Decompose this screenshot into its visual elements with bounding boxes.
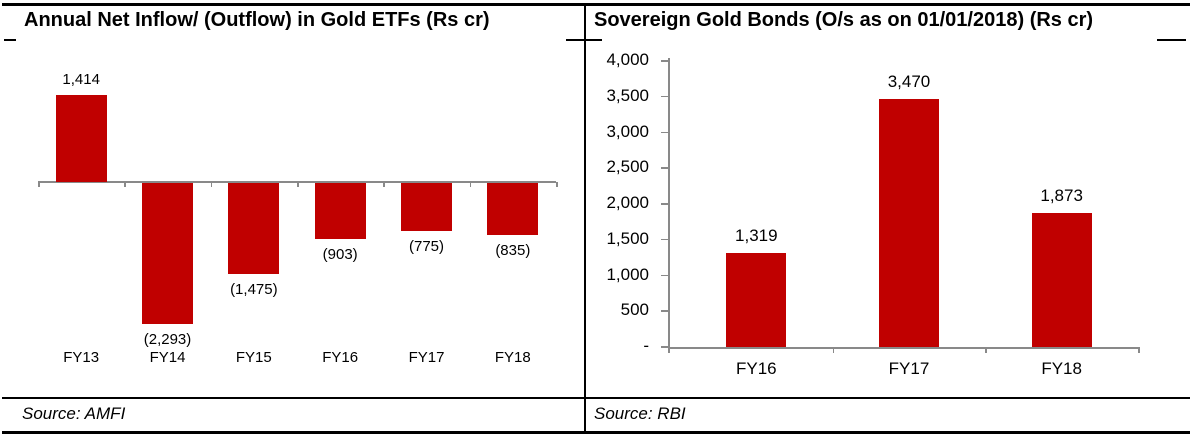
bar-value-label: 1,414 [62, 71, 100, 88]
category-label: FY17 [408, 349, 445, 366]
y-axis-tick [661, 238, 668, 241]
bar-value-label: (835) [495, 242, 531, 259]
category-label: FY13 [63, 349, 100, 366]
y-axis [668, 58, 670, 353]
right-source-label: Source: RBI [594, 404, 686, 423]
source-row-separator [2, 397, 1190, 399]
right-chart-title: Sovereign Gold Bonds (O/s as on 01/01/20… [594, 9, 1094, 31]
top-border [2, 3, 1190, 6]
bar-value-label: 3,470 [887, 72, 931, 91]
y-axis-tick [661, 95, 668, 98]
y-axis-tick-label: 1,500 [606, 228, 649, 248]
y-axis-tick-label: 3,500 [606, 85, 649, 105]
bar-FY18 [487, 183, 539, 235]
bar-FY14 [142, 183, 193, 324]
bar-value-label: (903) [322, 246, 358, 263]
x-axis-tick [38, 182, 40, 187]
bottom-border [2, 431, 1190, 434]
left-chart-title: Annual Net Inflow/ (Outflow) in Gold ETF… [24, 9, 490, 31]
x-axis-tick [124, 182, 126, 187]
y-axis-tick-label: 1,000 [606, 264, 649, 284]
category-label: FY18 [1041, 359, 1082, 378]
y-axis-tick [661, 167, 668, 169]
y-axis-tick-label: 3,000 [606, 121, 649, 141]
y-axis-tick [661, 274, 668, 276]
bar-FY16 [314, 183, 366, 239]
x-axis-tick [985, 347, 987, 353]
bar-value-label: 1,319 [735, 226, 778, 245]
y-axis-tick-label: 500 [620, 300, 649, 320]
y-axis-tick [661, 346, 668, 348]
x-axis-tick [210, 182, 213, 187]
y-axis-tick [661, 60, 668, 62]
y-axis-tick [661, 131, 668, 133]
x-axis [38, 181, 556, 183]
bar-FY17 [401, 183, 452, 231]
x-axis-tick [1138, 347, 1140, 353]
category-label: FY16 [736, 359, 777, 378]
y-axis-tick-label: 2,000 [606, 193, 649, 212]
x-axis-tick [297, 182, 299, 187]
bar-FY16 [726, 253, 787, 347]
title-row-separator [4, 39, 1186, 41]
category-label: FY17 [888, 359, 930, 378]
center-divider [584, 3, 586, 434]
bar-FY13 [55, 95, 107, 182]
category-label: FY15 [235, 349, 272, 366]
y-axis-tick-label: - [643, 336, 649, 355]
bar-FY17 [879, 99, 939, 347]
x-axis-tick [469, 182, 472, 187]
y-axis-tick-label: 2,500 [606, 157, 649, 177]
bar-FY18 [1031, 213, 1092, 347]
x-axis-tick [556, 182, 558, 187]
bar-FY15 [228, 183, 280, 274]
category-label: FY16 [322, 349, 359, 366]
y-axis-tick [661, 310, 668, 312]
bar-value-label: 1,873 [1040, 186, 1083, 205]
bar-value-label: (2,293) [143, 331, 192, 348]
x-axis [668, 347, 1138, 349]
category-label: FY18 [494, 349, 531, 366]
x-axis-tick [383, 182, 385, 187]
left-chart-panel [16, 36, 566, 396]
y-axis-tick-label: 4,000 [606, 50, 649, 69]
left-source-label: Source: AMFI [22, 404, 126, 423]
bar-value-label: (1,475) [230, 281, 278, 298]
x-axis-tick [832, 347, 835, 353]
category-label: FY14 [149, 349, 186, 366]
bar-value-label: (775) [408, 238, 445, 255]
y-axis-tick [661, 203, 668, 205]
